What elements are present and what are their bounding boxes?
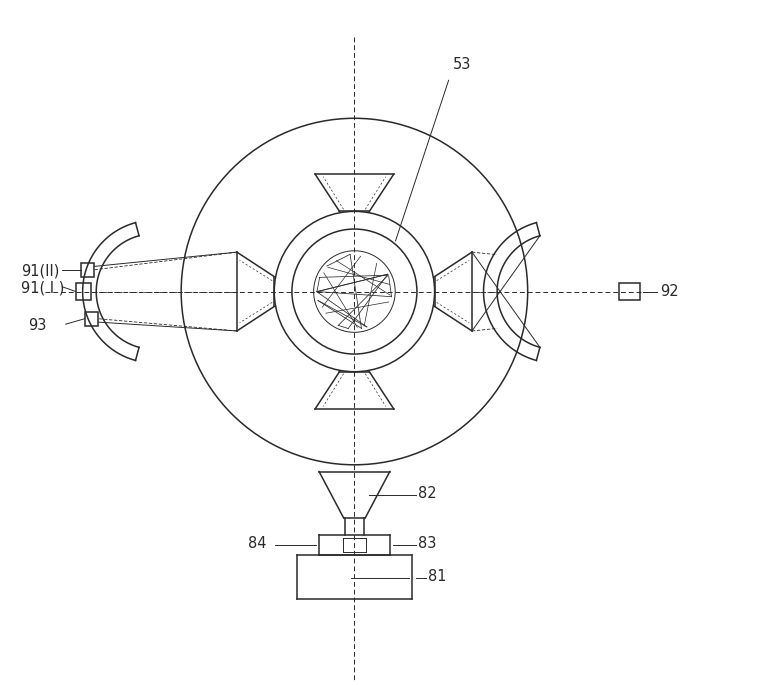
Text: 84: 84 (248, 536, 266, 551)
Bar (81, 263, 94, 277)
Bar (619, 283, 640, 301)
Bar (85, 312, 99, 325)
Text: 53: 53 (453, 57, 471, 72)
Text: 83: 83 (417, 536, 436, 551)
Text: 91(II): 91(II) (22, 264, 60, 279)
Text: 91( I ): 91( I ) (22, 281, 65, 296)
Text: 93: 93 (28, 318, 47, 333)
Text: 81: 81 (428, 569, 447, 584)
Text: 92: 92 (660, 284, 679, 299)
Bar (76, 283, 91, 301)
Text: 82: 82 (417, 486, 437, 501)
